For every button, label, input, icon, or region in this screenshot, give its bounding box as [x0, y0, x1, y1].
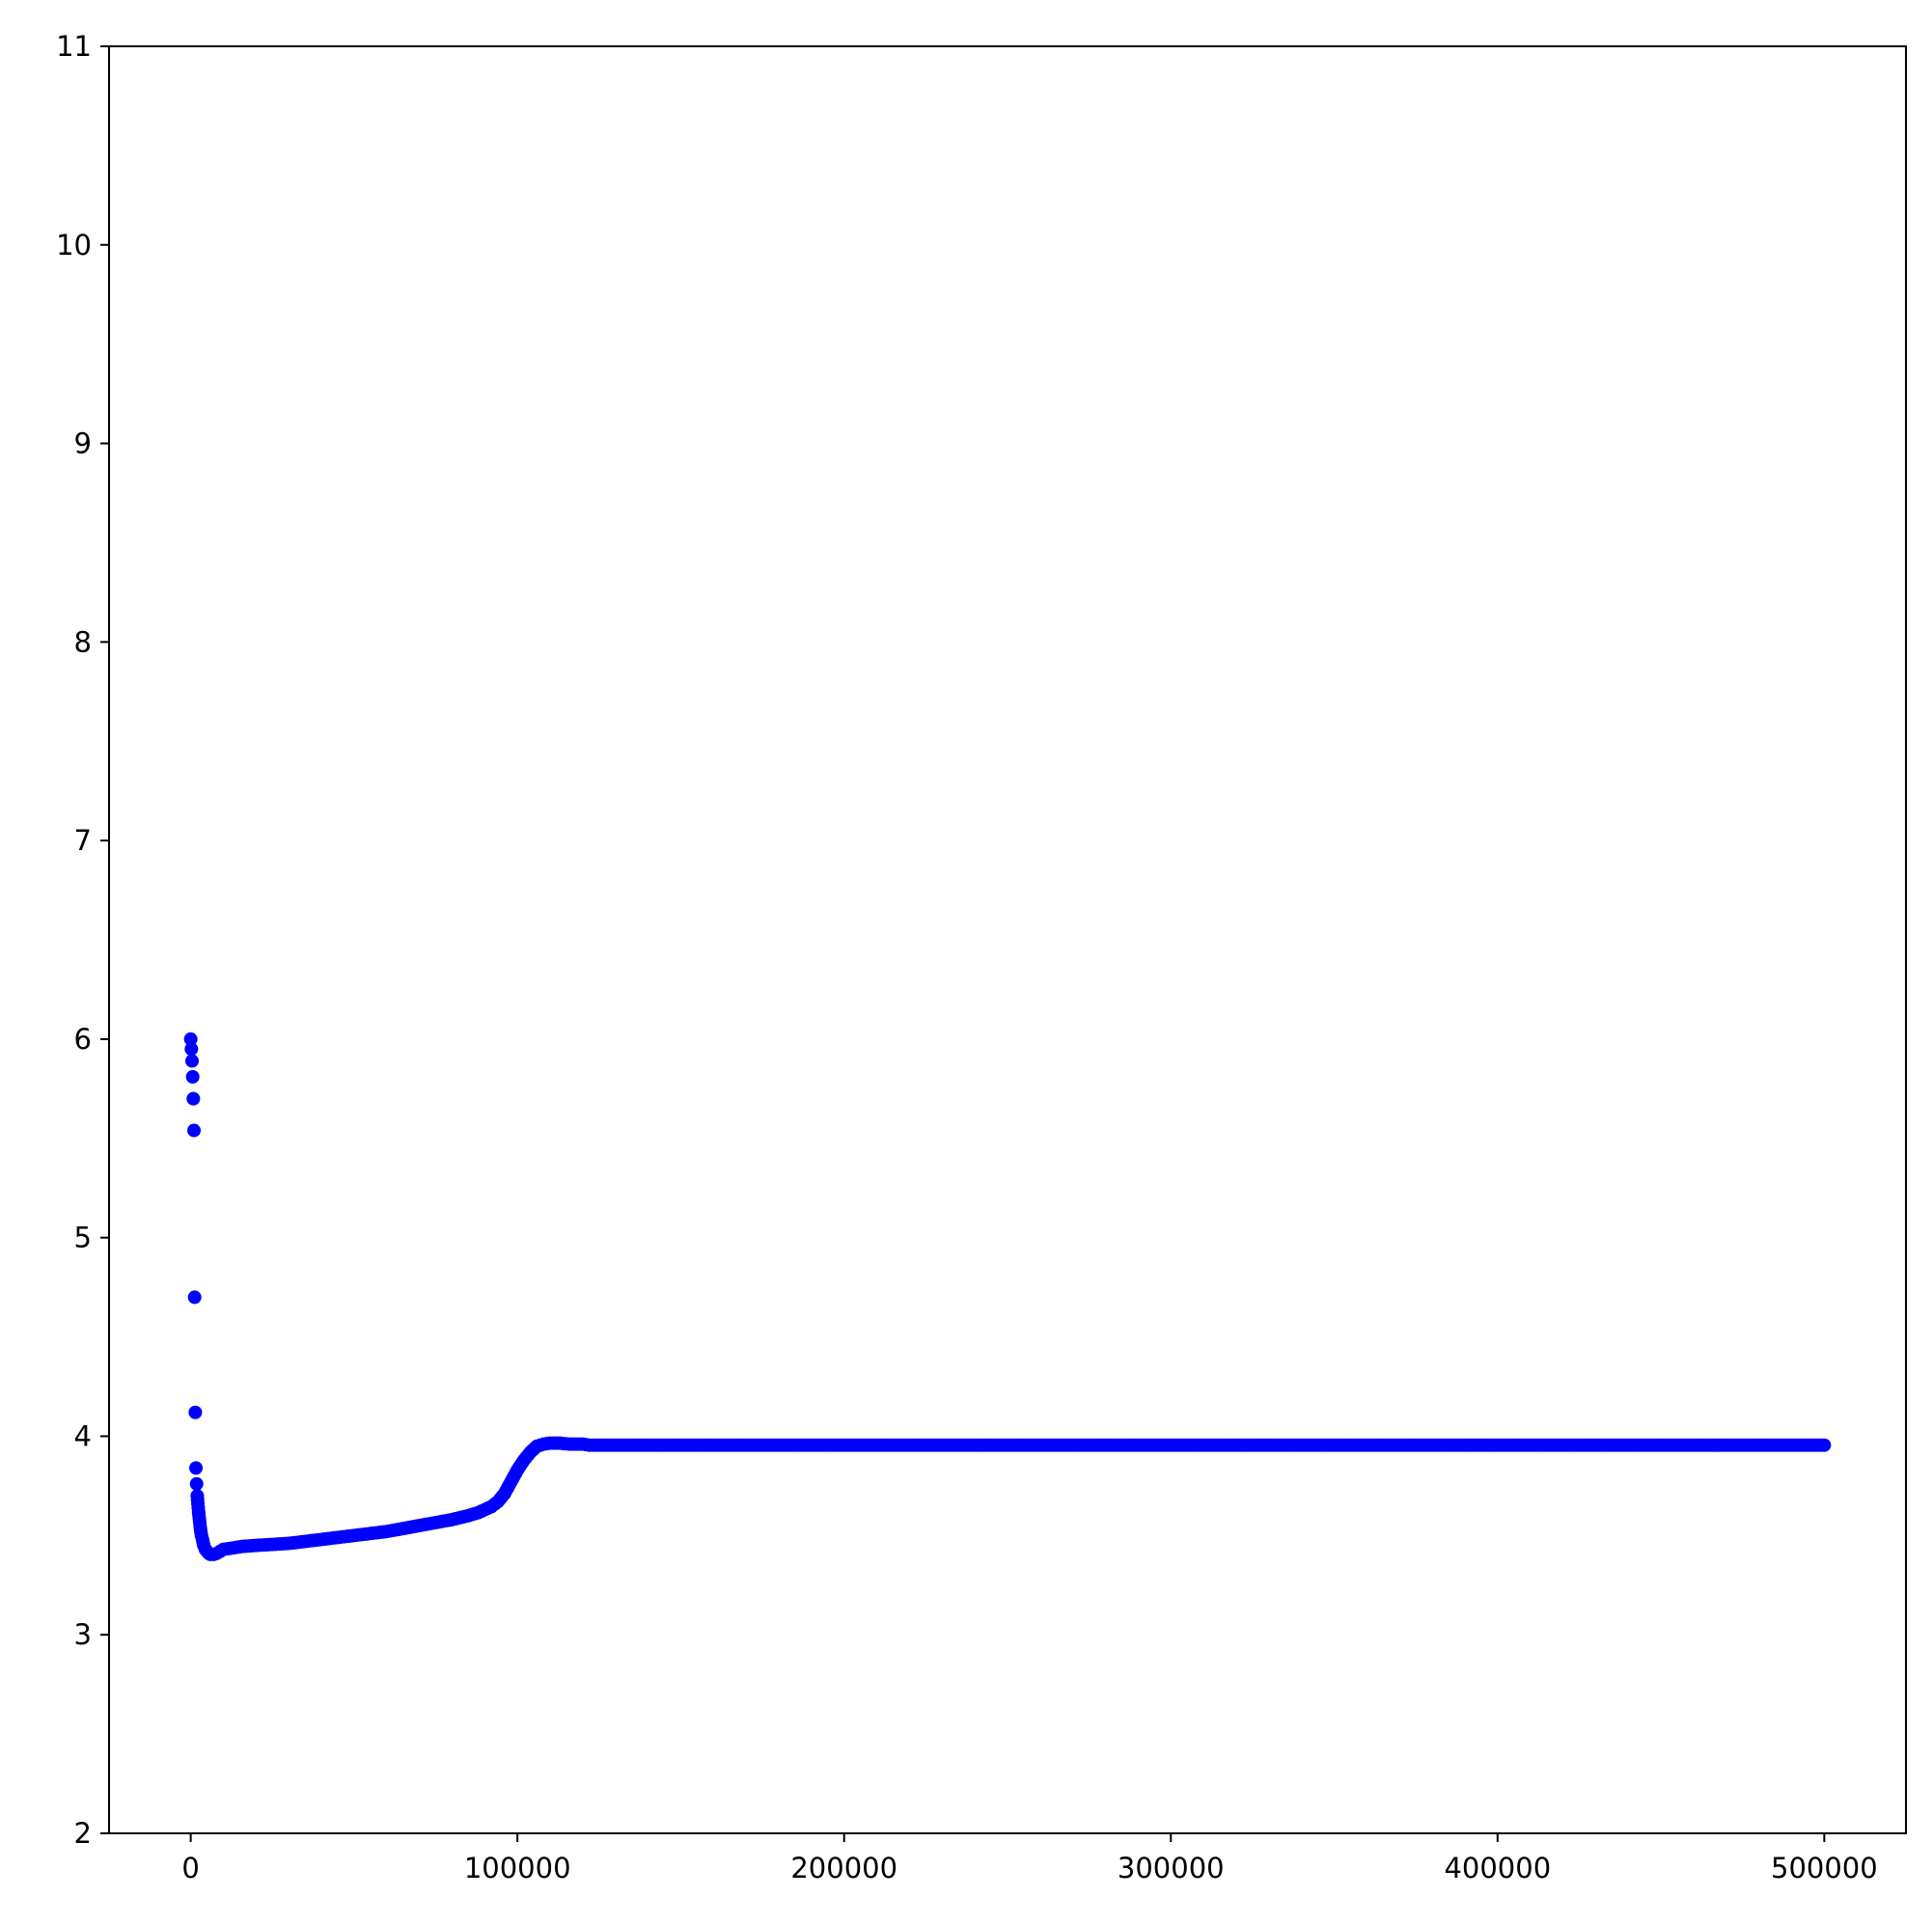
- y-tick-label: 3: [74, 1618, 92, 1651]
- data-point: [183, 1031, 198, 1046]
- data-point: [189, 1476, 204, 1491]
- data-point: [184, 1042, 199, 1057]
- y-tick-label: 9: [74, 427, 92, 460]
- x-tick-label: 100000: [464, 1852, 571, 1884]
- data-point: [187, 1123, 202, 1138]
- y-tick-label: 8: [74, 625, 92, 658]
- y-tick-label: 10: [56, 229, 92, 261]
- data-points: [183, 1031, 1832, 1561]
- data-point: [187, 1290, 202, 1305]
- data-point: [1817, 1438, 1832, 1452]
- y-tick-label: 11: [56, 30, 92, 63]
- y-tick-label: 5: [74, 1222, 92, 1254]
- x-tick-label: 0: [181, 1852, 199, 1884]
- x-tick-label: 300000: [1118, 1852, 1225, 1884]
- data-point: [185, 1069, 200, 1084]
- data-point: [188, 1405, 203, 1419]
- axis-ticks: 0 100000 200000 300000 400000 500000 2 3 4 5 6 7 8 9 1…: [56, 30, 1878, 1884]
- data-point: [184, 1054, 199, 1068]
- y-tick-label: 7: [74, 824, 92, 857]
- data-point: [186, 1091, 201, 1106]
- x-tick-label: 400000: [1444, 1852, 1551, 1884]
- y-tick-label: 4: [74, 1419, 92, 1452]
- x-tick-label: 500000: [1771, 1852, 1878, 1884]
- y-tick-label: 6: [74, 1023, 92, 1056]
- data-point: [189, 1461, 204, 1475]
- plot-frame: [108, 45, 1907, 1834]
- y-tick-label: 2: [74, 1817, 92, 1850]
- x-tick-label: 200000: [790, 1852, 897, 1884]
